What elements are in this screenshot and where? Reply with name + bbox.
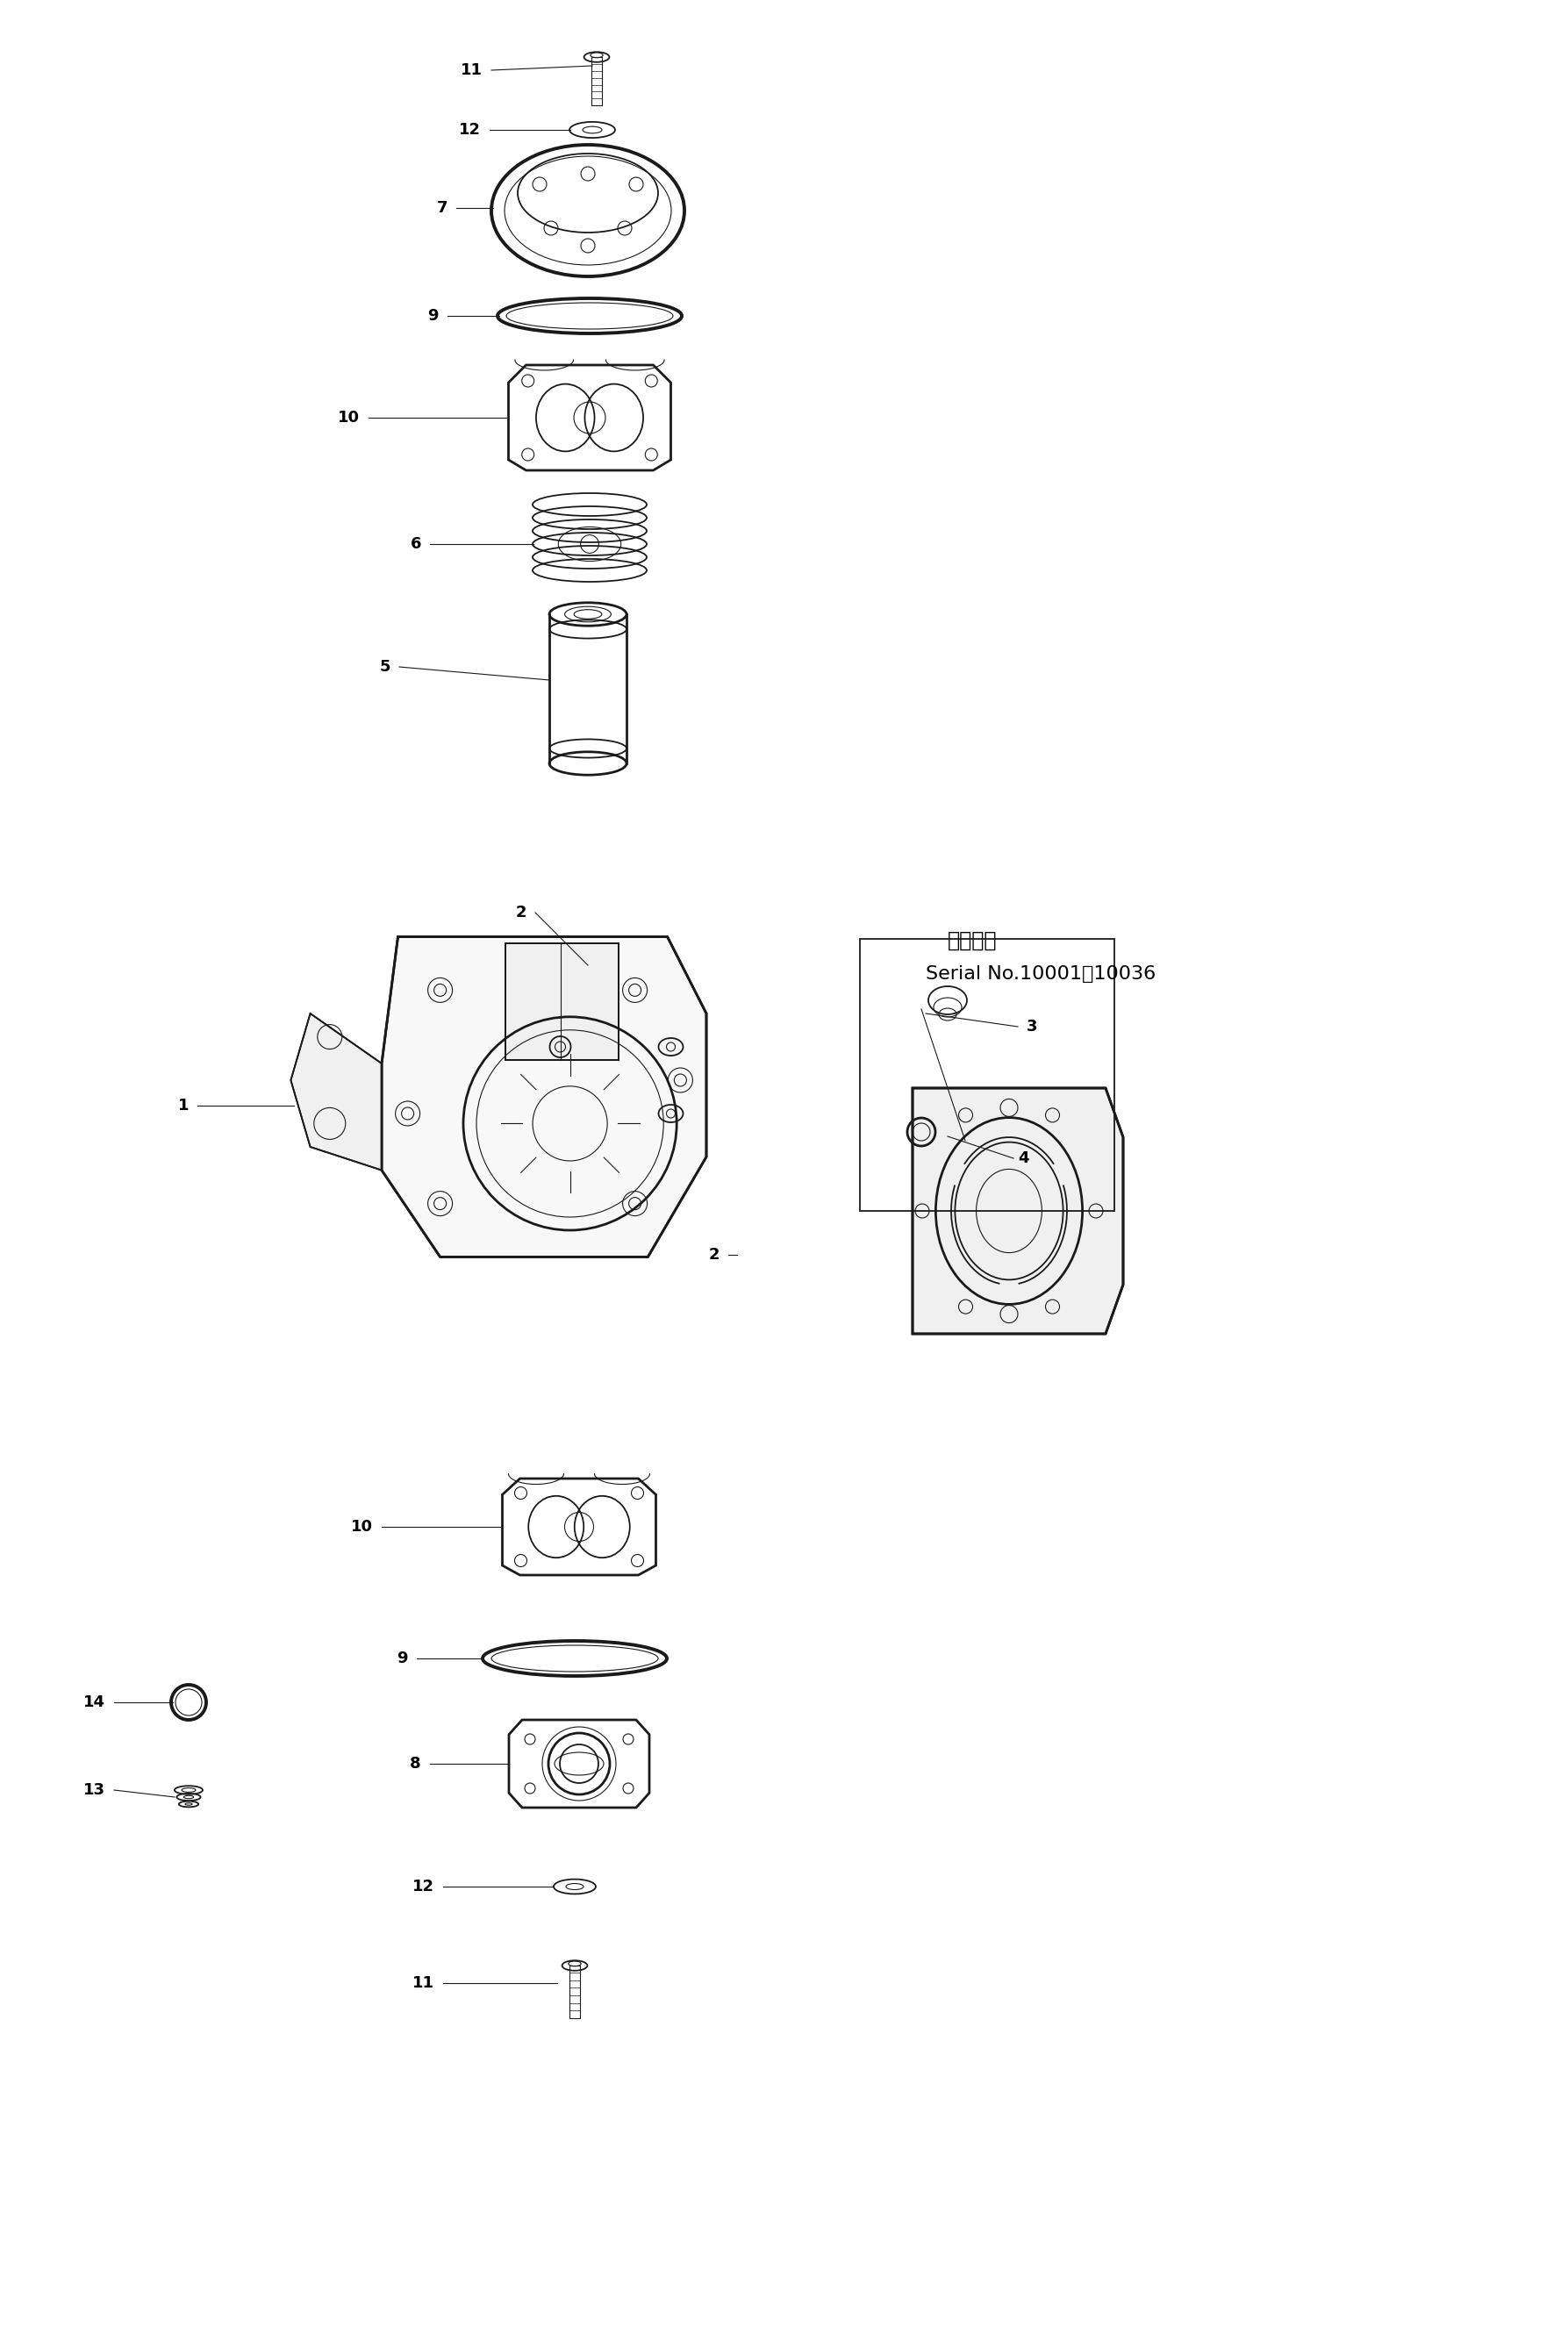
Text: 2: 2 — [516, 904, 527, 920]
Text: 4: 4 — [1018, 1150, 1029, 1166]
Text: 14: 14 — [83, 1693, 105, 1710]
Text: 11: 11 — [412, 1974, 434, 1991]
Text: Serial No.10001～10036: Serial No.10001～10036 — [925, 965, 1156, 984]
Text: 13: 13 — [83, 1782, 105, 1799]
Bar — [859, 939, 1115, 1211]
Text: 12: 12 — [412, 1878, 434, 1895]
Text: 5: 5 — [379, 658, 390, 674]
Text: 2: 2 — [709, 1246, 720, 1262]
Text: 9: 9 — [428, 309, 439, 323]
Polygon shape — [381, 937, 706, 1258]
Text: 9: 9 — [397, 1651, 408, 1668]
Text: 6: 6 — [411, 536, 422, 553]
Text: 8: 8 — [411, 1756, 422, 1771]
Text: 12: 12 — [459, 122, 481, 138]
Bar — [505, 944, 619, 1061]
Bar — [591, 56, 602, 105]
Text: 1: 1 — [177, 1098, 188, 1112]
Polygon shape — [290, 1014, 381, 1171]
Text: 7: 7 — [436, 199, 447, 215]
Text: 11: 11 — [461, 63, 483, 77]
Text: 適用号機: 適用号機 — [947, 930, 997, 951]
Text: 3: 3 — [1027, 1019, 1038, 1035]
Bar — [505, 944, 619, 1061]
Polygon shape — [913, 1089, 1123, 1335]
Text: 10: 10 — [337, 410, 359, 426]
Bar — [569, 1965, 580, 2019]
Text: 10: 10 — [351, 1520, 373, 1534]
